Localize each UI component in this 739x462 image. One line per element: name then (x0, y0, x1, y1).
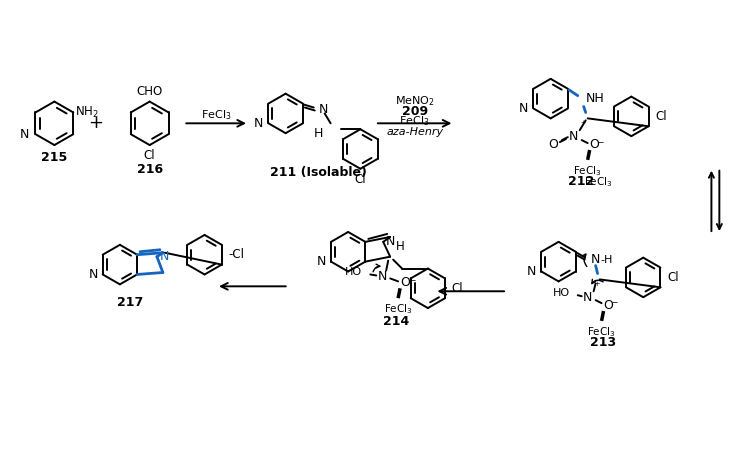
Text: 217: 217 (117, 296, 143, 309)
Text: HO: HO (553, 288, 570, 298)
Text: N: N (386, 235, 395, 249)
Text: N: N (583, 291, 593, 304)
Text: Cl: Cl (655, 110, 667, 123)
Text: N: N (569, 130, 579, 143)
Text: H: H (396, 240, 405, 253)
Text: N: N (20, 128, 30, 140)
Text: N: N (519, 102, 528, 115)
Text: FeCl$_3$: FeCl$_3$ (201, 109, 231, 122)
Text: 214: 214 (383, 316, 409, 328)
Text: $^+$: $^+$ (579, 120, 587, 130)
Text: N: N (89, 268, 98, 281)
Text: Cl: Cl (355, 173, 367, 186)
Text: N: N (160, 250, 169, 263)
Text: FeCl$_3$: FeCl$_3$ (584, 175, 613, 188)
Text: aza-Henry: aza-Henry (386, 127, 443, 137)
Text: FeCl$_3$: FeCl$_3$ (399, 115, 430, 128)
Text: $^-$: $^-$ (596, 140, 605, 150)
Text: $^-$: $^-$ (610, 300, 619, 310)
Text: N: N (319, 103, 328, 116)
Text: N: N (254, 117, 264, 130)
Text: Cl: Cl (144, 149, 155, 162)
Text: NH: NH (586, 92, 605, 105)
Text: 215: 215 (41, 152, 67, 164)
Text: N: N (316, 255, 326, 268)
Text: N: N (590, 253, 600, 266)
Text: -H: -H (601, 255, 613, 265)
Text: +: + (89, 114, 103, 132)
Text: Cl: Cl (667, 271, 678, 284)
Text: CHO: CHO (137, 85, 163, 97)
Text: 211 (Isolable): 211 (Isolable) (270, 166, 367, 179)
Text: FeCl$_3$: FeCl$_3$ (384, 302, 412, 316)
Text: 209: 209 (401, 105, 428, 118)
Text: O: O (400, 276, 410, 289)
Text: FeCl$_3$: FeCl$_3$ (588, 325, 616, 339)
Text: $^+$: $^+$ (593, 281, 601, 291)
Text: O: O (604, 298, 613, 311)
Text: FeCl$_3$: FeCl$_3$ (573, 164, 602, 177)
Text: 213: 213 (590, 336, 616, 349)
Text: -Cl: -Cl (228, 248, 245, 261)
Text: N: N (378, 270, 387, 283)
Text: MeNO$_2$: MeNO$_2$ (395, 95, 435, 109)
Text: H: H (314, 127, 324, 140)
Text: O: O (548, 138, 558, 151)
Text: NH$_2$: NH$_2$ (75, 105, 99, 120)
Text: N: N (527, 265, 537, 278)
Text: HO: HO (345, 267, 362, 278)
Text: 216: 216 (137, 163, 163, 176)
Text: O: O (590, 138, 599, 151)
Text: 212: 212 (568, 175, 594, 188)
Text: Cl: Cl (452, 282, 463, 295)
Text: $^-$: $^-$ (408, 279, 418, 288)
